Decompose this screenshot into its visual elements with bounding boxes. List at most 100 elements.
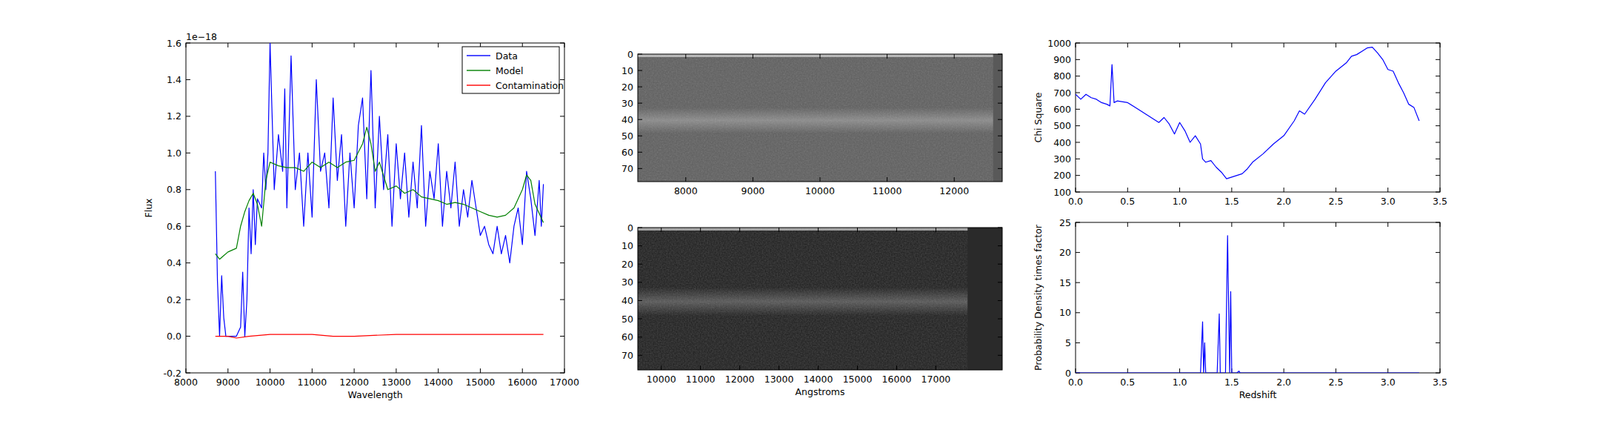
y-tick <box>185 42 191 44</box>
y-tick-label: 800 <box>1053 70 1072 82</box>
x-tick <box>817 365 819 370</box>
x-tick <box>954 177 955 182</box>
y-tick <box>637 119 643 120</box>
series-line <box>1075 47 1420 180</box>
legend-label: Model <box>495 65 524 77</box>
series-group <box>1075 235 1420 373</box>
y-tick-label: 40 <box>621 294 634 306</box>
y-tick-label: 50 <box>621 130 634 142</box>
x-tick-top <box>1075 222 1077 227</box>
x-tick <box>1179 187 1180 192</box>
y-tick-label: 20 <box>621 258 634 270</box>
x-tick-top <box>1387 222 1389 227</box>
x-tick-label: 11000 <box>297 376 327 388</box>
y-label: Probability Density times factor <box>1032 223 1044 371</box>
y-tick-right <box>997 354 1003 356</box>
y-tick <box>637 336 643 338</box>
y-tick-right <box>997 300 1003 301</box>
spectrum <box>637 54 1003 182</box>
x-tick <box>700 365 701 370</box>
y-tick <box>637 54 643 55</box>
x-tick <box>227 368 229 373</box>
y-tick-right <box>997 151 1003 153</box>
x-tick-label: 12000 <box>725 373 755 385</box>
y-tick-right <box>1435 42 1440 44</box>
x-tick <box>1075 368 1077 373</box>
x-tick <box>896 365 898 370</box>
series-group <box>1075 47 1420 180</box>
x-tick <box>1440 368 1441 373</box>
x-tick-top <box>395 42 397 48</box>
image <box>637 227 1003 370</box>
y-tick <box>1075 158 1080 160</box>
y-tick-label: 600 <box>1053 103 1072 115</box>
x-tick-label: 3.0 <box>1380 195 1396 207</box>
y-tick <box>185 372 191 374</box>
x-tick-label: 9000 <box>216 376 240 388</box>
x-tick-label: 2.5 <box>1328 195 1343 207</box>
y-tick-label: 900 <box>1053 54 1072 66</box>
frame <box>637 54 1003 182</box>
x-tick-label: 12000 <box>339 376 369 388</box>
y-tick-right <box>997 86 1003 88</box>
y-tick <box>185 335 191 337</box>
x-tick-label: 11000 <box>685 373 716 385</box>
x-tick-top <box>1127 42 1129 48</box>
y-tick-right <box>997 70 1003 72</box>
y-tick <box>185 225 191 227</box>
y-tick-right <box>1435 174 1440 176</box>
x-tick-label: 0.5 <box>1120 195 1135 207</box>
y-tick-label: 1000 <box>1047 37 1072 49</box>
x-tick <box>886 177 888 182</box>
y-tick <box>185 115 191 117</box>
x-tick-top <box>739 227 740 232</box>
x-tick-top <box>1127 222 1129 227</box>
x-tick-top <box>954 54 955 59</box>
x-tick <box>1387 368 1389 373</box>
panel: 0.00.51.01.52.02.53.03.50510152025Redshi… <box>1032 217 1448 401</box>
series-line <box>215 127 544 260</box>
y-tick <box>637 135 643 137</box>
x-tick-top <box>437 42 439 48</box>
y-tick-right <box>997 245 1003 246</box>
y-tick-label: 20 <box>621 81 634 93</box>
y-tick <box>637 86 643 88</box>
x-tick <box>1127 187 1129 192</box>
x-tick-label: 10000 <box>805 185 835 197</box>
y-tick-right <box>1435 222 1440 223</box>
y-tick <box>637 300 643 301</box>
y-tick <box>637 168 643 169</box>
y-tick <box>185 152 191 154</box>
x-tick-label: 17000 <box>921 373 952 385</box>
y-tick-label: 10 <box>621 240 634 252</box>
x-tick <box>1231 187 1232 192</box>
x-tick-label: 10000 <box>646 373 677 385</box>
x-tick-top <box>227 42 229 48</box>
y-tick-label: 200 <box>1053 169 1072 181</box>
x-tick <box>564 368 566 373</box>
y-tick-label: 0 <box>627 222 634 234</box>
y-tick-right <box>1435 372 1440 374</box>
y-tick-right <box>997 102 1003 104</box>
y-tick <box>637 151 643 153</box>
x-tick-top <box>564 42 566 48</box>
offset-text: 1e−18 <box>185 31 218 43</box>
x-tick-top <box>1179 222 1180 227</box>
x-tick-label: 2.0 <box>1276 195 1292 207</box>
x-tick-top <box>857 227 858 232</box>
y-tick-right <box>1435 282 1440 283</box>
y-tick-right <box>997 336 1003 338</box>
y-tick-label: 60 <box>621 146 634 158</box>
y-tick-right <box>560 225 565 227</box>
x-tick-top <box>1231 42 1232 48</box>
x-tick-label: 1.0 <box>1172 195 1188 207</box>
y-tick-right <box>997 318 1003 320</box>
y-tick-right <box>560 42 565 44</box>
x-tick-top <box>886 54 888 59</box>
legend-swatch <box>466 54 491 56</box>
x-tick-top <box>1231 222 1232 227</box>
y-tick-right <box>997 281 1003 283</box>
y-tick <box>185 79 191 80</box>
y-tick-label: 50 <box>621 313 634 325</box>
y-tick-right <box>560 299 565 300</box>
